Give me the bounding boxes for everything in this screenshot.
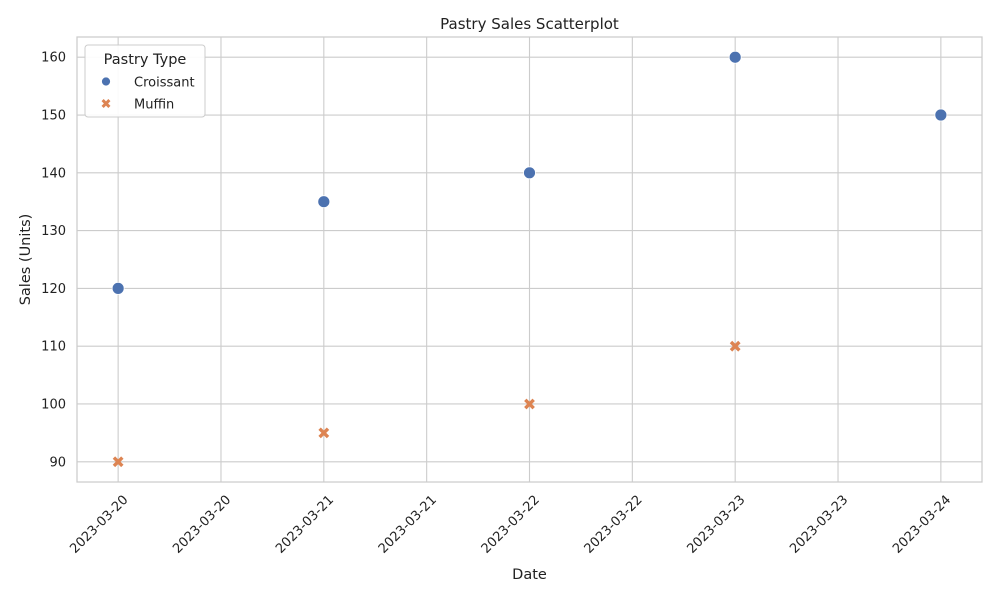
muffin-point [318, 427, 330, 439]
y-tick-label: 160 [41, 51, 66, 66]
plot-area [76, 36, 983, 483]
y-tick-label: 90 [49, 455, 66, 470]
legend-label: Muffin [134, 98, 174, 113]
croissant-point [111, 281, 125, 295]
muffin-point [729, 340, 741, 352]
data-points [111, 50, 948, 468]
y-axis-title: Sales (Units) [18, 214, 34, 306]
y-tick-label: 120 [41, 282, 66, 297]
y-axis: 90 100 110 120 130 140 150 160 [41, 51, 66, 471]
legend-entries: Croissant Muffin [101, 76, 195, 113]
legend-marker-muffin [101, 99, 111, 108]
y-tick-label: 110 [41, 340, 66, 355]
legend-marker-croissant [101, 76, 111, 87]
muffin-point [112, 456, 124, 468]
legend-label: Croissant [134, 76, 195, 91]
legend-box [84, 44, 206, 118]
y-tick-label: 140 [41, 166, 66, 181]
muffin-point [524, 398, 535, 410]
legend-title: Pastry Type [104, 52, 187, 68]
y-tick-label: 100 [41, 397, 66, 412]
croissant-point [934, 108, 948, 122]
legend: Pastry Type Croissant Muffin [84, 44, 206, 118]
croissant-point [317, 195, 331, 209]
x-axis-title: Date [512, 567, 547, 583]
chart-title: Pastry Sales Scatterplot [440, 15, 619, 33]
croissant-point [523, 166, 536, 180]
y-tick-label: 130 [41, 224, 66, 239]
y-tick-label: 150 [41, 109, 66, 124]
croissant-point [728, 50, 742, 64]
